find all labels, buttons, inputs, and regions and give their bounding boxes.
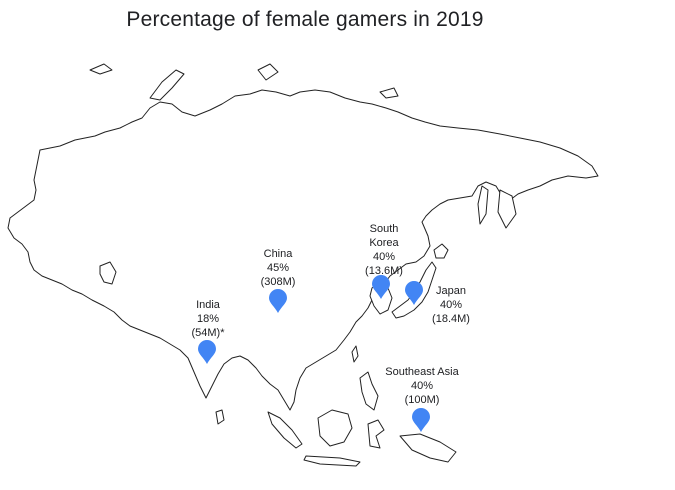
sri-lanka	[215, 409, 225, 425]
borneo	[317, 409, 353, 447]
map-pin-icon-india	[198, 340, 216, 364]
sakhalin	[477, 185, 489, 225]
sulawesi	[367, 419, 385, 449]
china-name: China	[263, 248, 293, 260]
southeast-asia-name: Southeast Asia	[385, 366, 459, 378]
java	[303, 455, 361, 467]
map-pin-icon-china	[269, 289, 287, 313]
japan-count: (18.4M)	[432, 313, 470, 325]
india-percent: 18%	[196, 313, 220, 325]
taiwan	[351, 345, 359, 363]
marker-label-japan: Japan 40% (18.4M)	[421, 284, 481, 326]
svalbard	[89, 63, 113, 75]
south-korea-percent: 40%	[372, 251, 396, 263]
severnaya-zemlya	[257, 63, 279, 81]
map-pin-icon-south-korea	[372, 275, 390, 299]
eurasia-landmass	[7, 89, 599, 411]
south-korea-count: (13.6M)	[365, 265, 403, 277]
marker-label-india: India 18% (54M)*	[178, 298, 238, 340]
novaya-zemlya	[149, 69, 185, 101]
philippines	[359, 371, 379, 411]
south-korea-name-line1: South	[369, 223, 399, 235]
south-korea-name-line2: Korea	[369, 237, 399, 249]
southeast-asia-percent: 40%	[410, 380, 434, 392]
map-pin-icon-southeast-asia	[412, 408, 430, 432]
china-count: (308M)	[260, 276, 296, 288]
land-outlines	[7, 63, 599, 467]
marker-label-south-korea: South Korea 40% (13.6M)	[354, 222, 414, 278]
caspian-sea	[99, 261, 117, 285]
new-siberian-islands	[379, 87, 399, 99]
kamchatka	[497, 189, 517, 229]
map-pins	[198, 275, 430, 432]
map-pin-icon-japan	[405, 281, 423, 305]
new-guinea	[399, 433, 457, 463]
hokkaido	[433, 243, 449, 259]
sumatra	[267, 411, 303, 449]
japan-name: Japan	[436, 285, 466, 297]
china-percent: 45%	[266, 262, 290, 274]
japan-percent: 40%	[439, 299, 463, 311]
marker-label-china: China 45% (308M)	[248, 247, 308, 289]
india-name: India	[196, 299, 220, 311]
india-count: (54M)*	[191, 327, 225, 339]
marker-label-southeast-asia: Southeast Asia 40% (100M)	[377, 365, 467, 407]
southeast-asia-count: (100M)	[404, 394, 440, 406]
map-title: Percentage of female gamers in 2019	[126, 8, 484, 31]
